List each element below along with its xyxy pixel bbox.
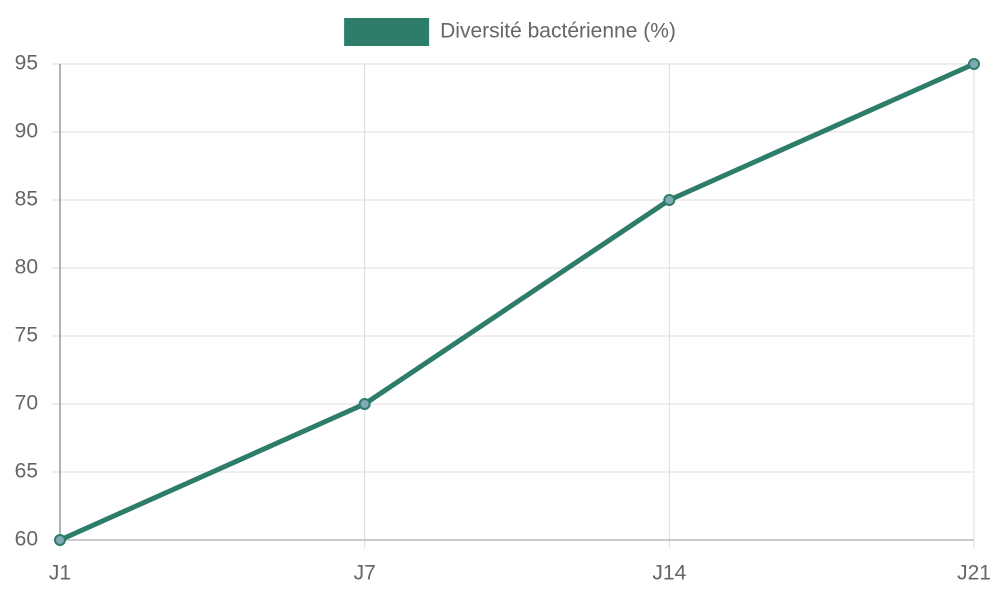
y-tick-label: 95 xyxy=(15,52,38,75)
legend-swatch xyxy=(344,18,430,46)
point xyxy=(663,194,676,206)
line xyxy=(58,61,976,543)
point xyxy=(54,534,66,546)
y-tick-label: 70 xyxy=(15,392,38,415)
point xyxy=(968,58,980,70)
x-tick-label: J7 xyxy=(354,562,376,585)
x-tick-label: J21 xyxy=(957,562,991,585)
y-tick-label: 65 xyxy=(15,460,38,483)
x-tick-label: J14 xyxy=(652,562,686,585)
y-tick-label: 90 xyxy=(15,120,38,143)
point xyxy=(358,398,371,410)
y-tick-label: 80 xyxy=(15,256,38,279)
y-tick-label: 60 xyxy=(15,528,38,551)
x-tick-label: J1 xyxy=(49,562,71,585)
y-tick-label: 85 xyxy=(15,188,38,211)
y-tick-label: 75 xyxy=(15,324,38,347)
legend-label: Diversité bactérienne (%) xyxy=(440,20,676,43)
